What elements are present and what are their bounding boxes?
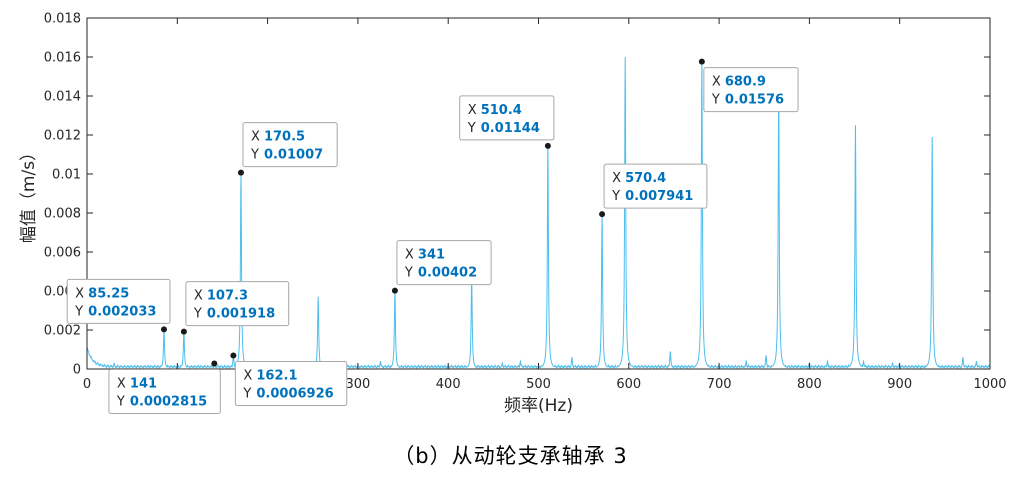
datatip-x-value: 107.3 [207, 289, 248, 304]
datatip[interactable]: X 341 Y 0.00402 [391, 240, 492, 294]
datatip[interactable]: X 85.25 Y 0.002033 [66, 278, 171, 333]
datatip-y-value: 0.01007 [264, 148, 323, 163]
y-tick-label: 0.008 [44, 207, 81, 222]
datatip-x-key: X [117, 377, 126, 392]
datatip-y-value: 0.0002815 [130, 395, 207, 410]
x-tick-label: 0 [83, 377, 91, 392]
datatip-box [396, 240, 492, 286]
x-tick-label: 500 [526, 377, 551, 392]
y-tick-label: 0.014 [44, 90, 81, 105]
datatip-x-value: 570.4 [625, 171, 666, 186]
datatip-y-value: 0.01576 [725, 93, 784, 108]
y-tick-label: 0.012 [44, 129, 81, 144]
y-tick-label: 0.016 [44, 51, 81, 66]
x-tick-label: 800 [797, 377, 822, 392]
datatip[interactable]: X 680.9 Y 0.01576 [698, 58, 799, 113]
datatip-marker[interactable] [211, 360, 218, 367]
datatip-y-key: Y [116, 395, 125, 410]
figure-caption: （b）从动轮支承轴承 3 [393, 444, 628, 468]
series-layer [86, 56, 991, 370]
datatip-y-key: Y [74, 304, 83, 319]
x-tick-label: 1000 [973, 377, 1006, 392]
datatip-y-value: 0.001918 [207, 307, 275, 322]
datatip-y-value: 0.00402 [418, 266, 477, 281]
datatip-x-value: 170.5 [264, 130, 305, 145]
datatip-y-key: Y [242, 386, 251, 401]
y-tick-label: 0.018 [44, 12, 81, 27]
datatip-box [703, 67, 799, 113]
datatip-marker[interactable] [180, 328, 187, 335]
datatip-box [108, 369, 221, 415]
datatip-marker[interactable] [544, 142, 551, 149]
x-tick-label: 300 [345, 377, 370, 392]
datatip-x-key: X [251, 130, 260, 145]
y-tick-label: 0.006 [44, 246, 81, 261]
datatip-x-key: X [194, 289, 203, 304]
datatip-x-key: X [405, 248, 414, 263]
datatip-marker[interactable] [230, 352, 237, 359]
datatip-y-key: Y [404, 266, 413, 281]
datatip[interactable]: X 162.1 Y 0.0006926 [230, 352, 348, 406]
spectrum-line [86, 56, 991, 370]
datatip[interactable]: X 570.4 Y 0.007941 [599, 163, 708, 218]
datatip-marker[interactable] [698, 58, 705, 65]
datatip-box [66, 278, 171, 324]
x-tick-label: 900 [887, 377, 912, 392]
datatip-marker[interactable] [599, 211, 606, 218]
datatip[interactable]: X 107.3 Y 0.001918 [180, 281, 290, 335]
datatip-y-key: Y [250, 148, 259, 163]
x-tick-label: 600 [616, 377, 641, 392]
datatip-y-value: 0.0006926 [256, 386, 333, 401]
datatip-y-key: Y [611, 189, 620, 204]
datatip-x-value: 510.4 [481, 103, 522, 118]
datatip[interactable]: X 141 Y 0.0002815 [108, 360, 221, 415]
x-tick-label: 400 [436, 377, 461, 392]
datatip-x-key: X [243, 368, 252, 383]
spectrum-chart: 0100200300400500600700800900100000.0020.… [19, 12, 1007, 417]
datatip-y-value: 0.01144 [481, 121, 540, 136]
y-tick-label: 0 [73, 363, 81, 378]
datatip-x-value: 85.25 [88, 286, 129, 301]
datatip-marker[interactable] [391, 287, 398, 294]
x-axis-label: 频率(Hz) [504, 396, 573, 416]
datatip[interactable]: X 170.5 Y 0.01007 [237, 122, 338, 176]
datatip-box [603, 163, 708, 209]
datatip-y-key: Y [193, 307, 202, 322]
datatip-y-key: Y [467, 121, 476, 136]
datatip-box [242, 122, 338, 168]
datatip-y-value: 0.007941 [625, 189, 693, 204]
datatip-box [459, 95, 555, 141]
datatip-layer: X 85.25 Y 0.002033 X 107.3 Y 0.001918 X 141 Y 0.000… [66, 58, 799, 415]
datatip-x-key: X [712, 75, 721, 90]
datatip[interactable]: X 510.4 Y 0.01144 [459, 95, 555, 149]
datatip-x-key: X [468, 103, 477, 118]
datatip-x-value: 162.1 [256, 368, 297, 383]
datatip-marker[interactable] [237, 169, 244, 176]
y-tick-label: 0.01 [52, 168, 81, 183]
x-tick-label: 700 [707, 377, 732, 392]
datatip-box [185, 281, 290, 327]
datatip-marker[interactable] [160, 326, 167, 333]
y-axis-label: 幅值（m/s） [19, 144, 39, 243]
datatip-x-key: X [612, 171, 621, 186]
datatip-x-value: 341 [418, 248, 445, 263]
datatip-x-value: 680.9 [725, 75, 766, 90]
datatip-y-key: Y [711, 93, 720, 108]
datatip-box [234, 360, 348, 406]
datatip-y-value: 0.002033 [88, 304, 156, 319]
datatip-x-key: X [75, 286, 84, 301]
y-tick-label: 0.002 [44, 324, 81, 339]
datatip-x-value: 141 [130, 377, 157, 392]
